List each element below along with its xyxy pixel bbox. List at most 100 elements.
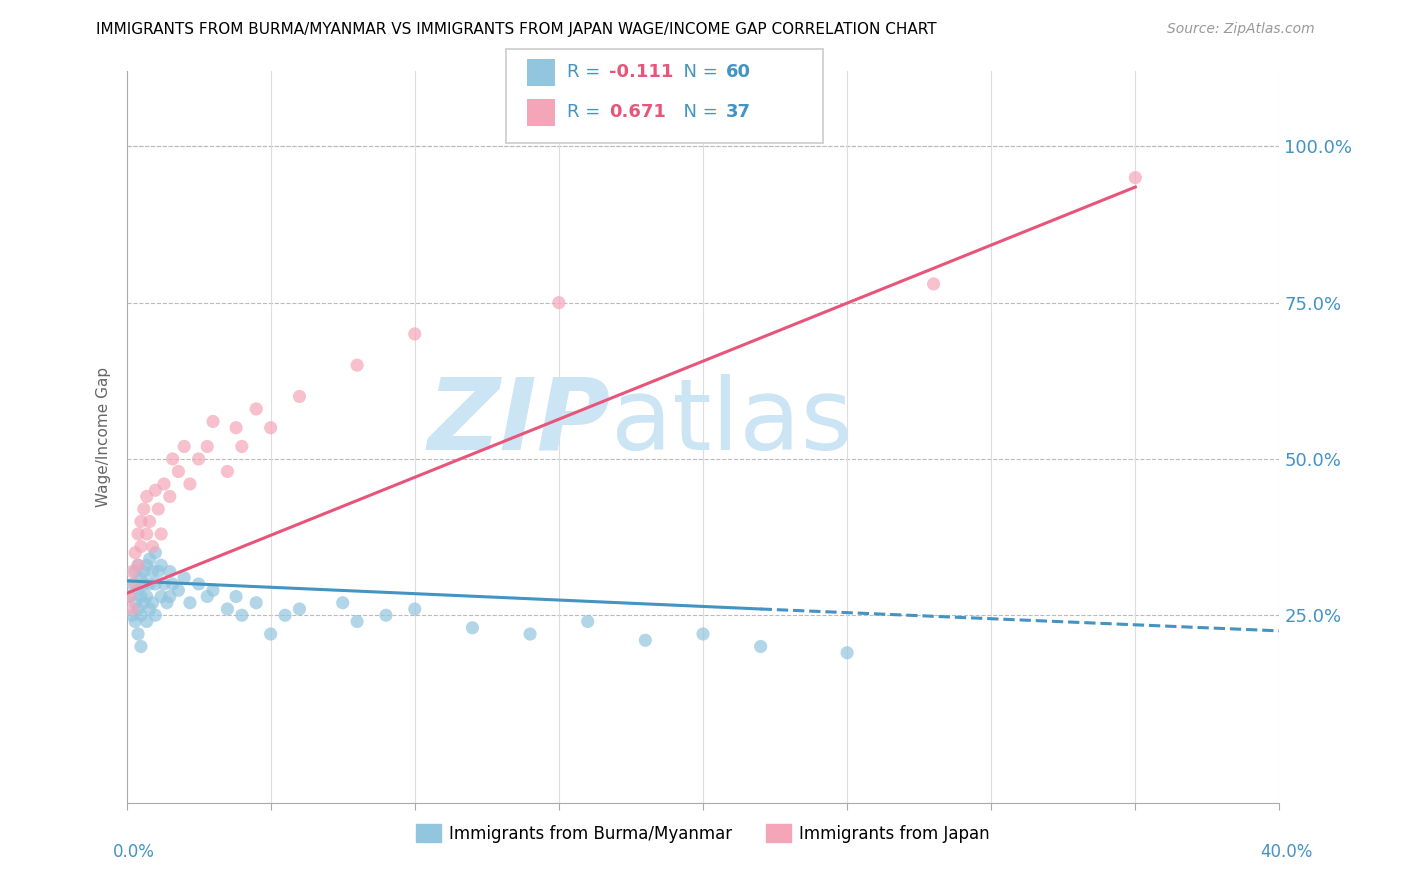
Point xyxy=(692,627,714,641)
Point xyxy=(135,490,157,504)
Point xyxy=(150,558,173,573)
Point xyxy=(145,546,166,560)
Point xyxy=(124,596,146,610)
Legend: Immigrants from Burma/Myanmar, Immigrants from Japan: Immigrants from Burma/Myanmar, Immigrant… xyxy=(409,818,997,849)
Point xyxy=(404,326,426,341)
Point xyxy=(150,527,173,541)
Point xyxy=(121,602,143,616)
Text: R =: R = xyxy=(567,63,606,81)
Text: IMMIGRANTS FROM BURMA/MYANMAR VS IMMIGRANTS FROM JAPAN WAGE/INCOME GAP CORRELATI: IMMIGRANTS FROM BURMA/MYANMAR VS IMMIGRA… xyxy=(96,22,936,37)
Text: N =: N = xyxy=(672,103,724,121)
Point xyxy=(153,477,176,491)
Point xyxy=(124,577,146,591)
Text: R =: R = xyxy=(567,103,606,121)
Point xyxy=(132,502,155,516)
Point xyxy=(150,590,173,604)
Point xyxy=(404,602,426,616)
Point xyxy=(231,608,253,623)
Text: N =: N = xyxy=(672,63,724,81)
Text: 37: 37 xyxy=(725,103,751,121)
Point xyxy=(118,590,141,604)
Point xyxy=(288,602,311,616)
Point xyxy=(153,577,176,591)
Point xyxy=(162,452,184,467)
Text: ZIP: ZIP xyxy=(427,374,610,471)
Point xyxy=(129,540,152,554)
Point xyxy=(141,596,163,610)
Y-axis label: Wage/Income Gap: Wage/Income Gap xyxy=(96,367,111,508)
Point xyxy=(167,583,190,598)
Text: 40.0%: 40.0% xyxy=(1260,843,1313,861)
Point xyxy=(225,590,247,604)
Point xyxy=(162,577,184,591)
Point xyxy=(159,565,181,579)
Point xyxy=(1125,170,1147,185)
Point xyxy=(217,602,239,616)
Point xyxy=(173,571,195,585)
Point xyxy=(129,640,152,654)
Point xyxy=(156,596,179,610)
Point xyxy=(132,577,155,591)
Point xyxy=(259,627,281,641)
Text: -0.111: -0.111 xyxy=(609,63,673,81)
Point xyxy=(129,515,152,529)
Point xyxy=(346,358,368,372)
Point xyxy=(332,596,354,610)
Point xyxy=(138,577,160,591)
Point xyxy=(141,565,163,579)
Point xyxy=(124,615,146,629)
Point xyxy=(135,527,157,541)
Point xyxy=(225,420,247,434)
Point xyxy=(127,558,149,573)
Point xyxy=(127,627,149,641)
Text: atlas: atlas xyxy=(610,374,852,471)
Point xyxy=(129,590,152,604)
Point xyxy=(245,401,267,416)
Point xyxy=(135,615,157,629)
Point xyxy=(148,502,170,516)
Point xyxy=(634,633,657,648)
Point xyxy=(121,565,143,579)
Point xyxy=(167,465,190,479)
Text: 0.671: 0.671 xyxy=(609,103,665,121)
Point xyxy=(135,590,157,604)
Point xyxy=(121,608,143,623)
Point xyxy=(374,608,398,623)
Point xyxy=(132,565,155,579)
Point xyxy=(127,558,149,573)
Point xyxy=(138,515,160,529)
Point xyxy=(121,577,143,591)
Point xyxy=(461,621,484,635)
Point xyxy=(519,627,541,641)
Point xyxy=(127,527,149,541)
Point xyxy=(145,577,166,591)
Point xyxy=(173,440,195,454)
Point xyxy=(195,590,218,604)
Point xyxy=(135,558,157,573)
Point xyxy=(124,565,146,579)
Point xyxy=(129,608,152,623)
Point xyxy=(138,602,160,616)
Point xyxy=(124,546,146,560)
Text: Source: ZipAtlas.com: Source: ZipAtlas.com xyxy=(1167,22,1315,37)
Point xyxy=(217,465,239,479)
Point xyxy=(187,577,209,591)
Point xyxy=(145,608,166,623)
Point xyxy=(118,590,141,604)
Point xyxy=(127,602,149,616)
Point xyxy=(159,590,181,604)
Point xyxy=(548,295,571,310)
Point xyxy=(245,596,267,610)
Point xyxy=(259,420,281,434)
Point xyxy=(835,646,858,660)
Point xyxy=(202,414,225,428)
Point xyxy=(132,596,155,610)
Point xyxy=(231,440,253,454)
Point xyxy=(922,277,945,291)
Point xyxy=(159,490,181,504)
Point xyxy=(202,583,225,598)
Point xyxy=(749,640,772,654)
Point xyxy=(179,477,201,491)
Point xyxy=(145,483,166,498)
Point xyxy=(179,596,201,610)
